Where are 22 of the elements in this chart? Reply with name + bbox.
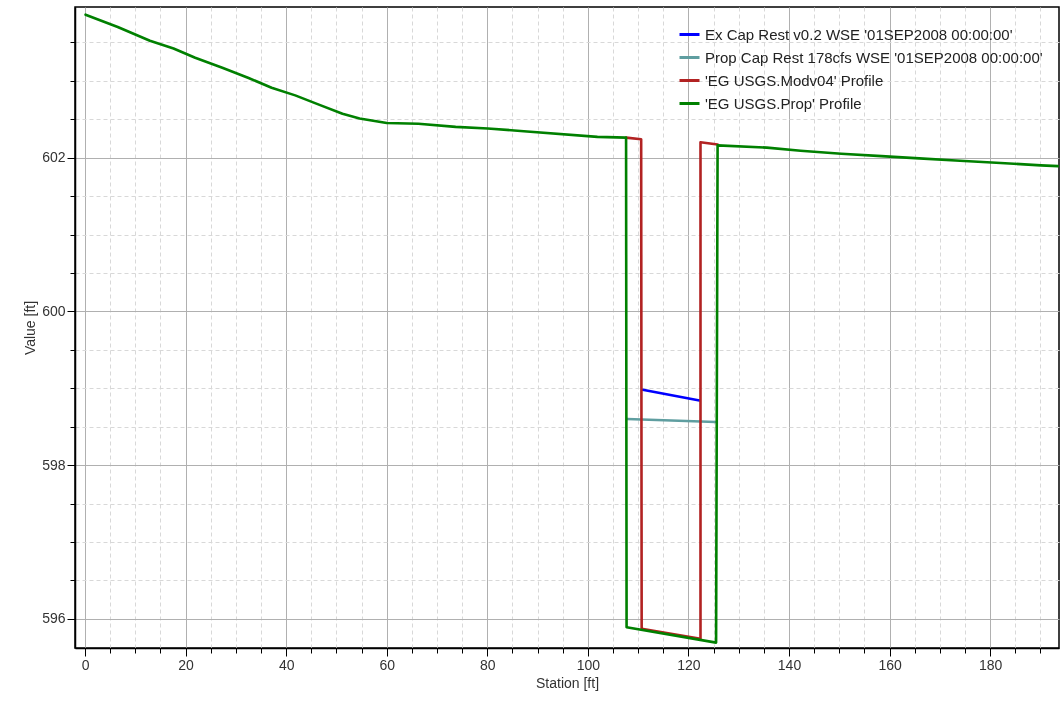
- y-tick-label: 598: [42, 456, 66, 473]
- x-tick-label: 100: [576, 656, 601, 673]
- legend-label: 'EG USGS.Modv04' Profile: [705, 71, 884, 89]
- x-tick-label: 160: [878, 656, 902, 673]
- x-tick-label: 40: [278, 656, 295, 673]
- line-series: [84, 13, 1059, 644]
- x-tick-label: 20: [178, 656, 195, 673]
- x-tick-label: 80: [480, 656, 496, 673]
- x-tick-label: 180: [978, 656, 1003, 673]
- x-tick-label: 0: [81, 656, 90, 673]
- y-tick-label: 602: [42, 149, 66, 166]
- y-tick-label: 596: [42, 610, 66, 627]
- x-tick-label: 60: [379, 656, 396, 673]
- legend-label: Ex Cap Rest v0.2 WSE '01SEP2008 00:00:00': [705, 25, 1013, 43]
- legend-label: Prop Cap Rest 178cfs WSE '01SEP2008 00:00:00': [705, 48, 1043, 66]
- legend-label: 'EG USGS.Prop' Profile: [705, 94, 862, 112]
- x-tick-label: 140: [777, 656, 802, 673]
- y-tick-label: 600: [42, 302, 66, 319]
- y-axis-title: Value [ft]: [22, 300, 39, 356]
- x-axis-title: Station [ft]: [535, 674, 600, 691]
- line-series: [624, 136, 719, 641]
- x-tick-label: 120: [677, 656, 701, 673]
